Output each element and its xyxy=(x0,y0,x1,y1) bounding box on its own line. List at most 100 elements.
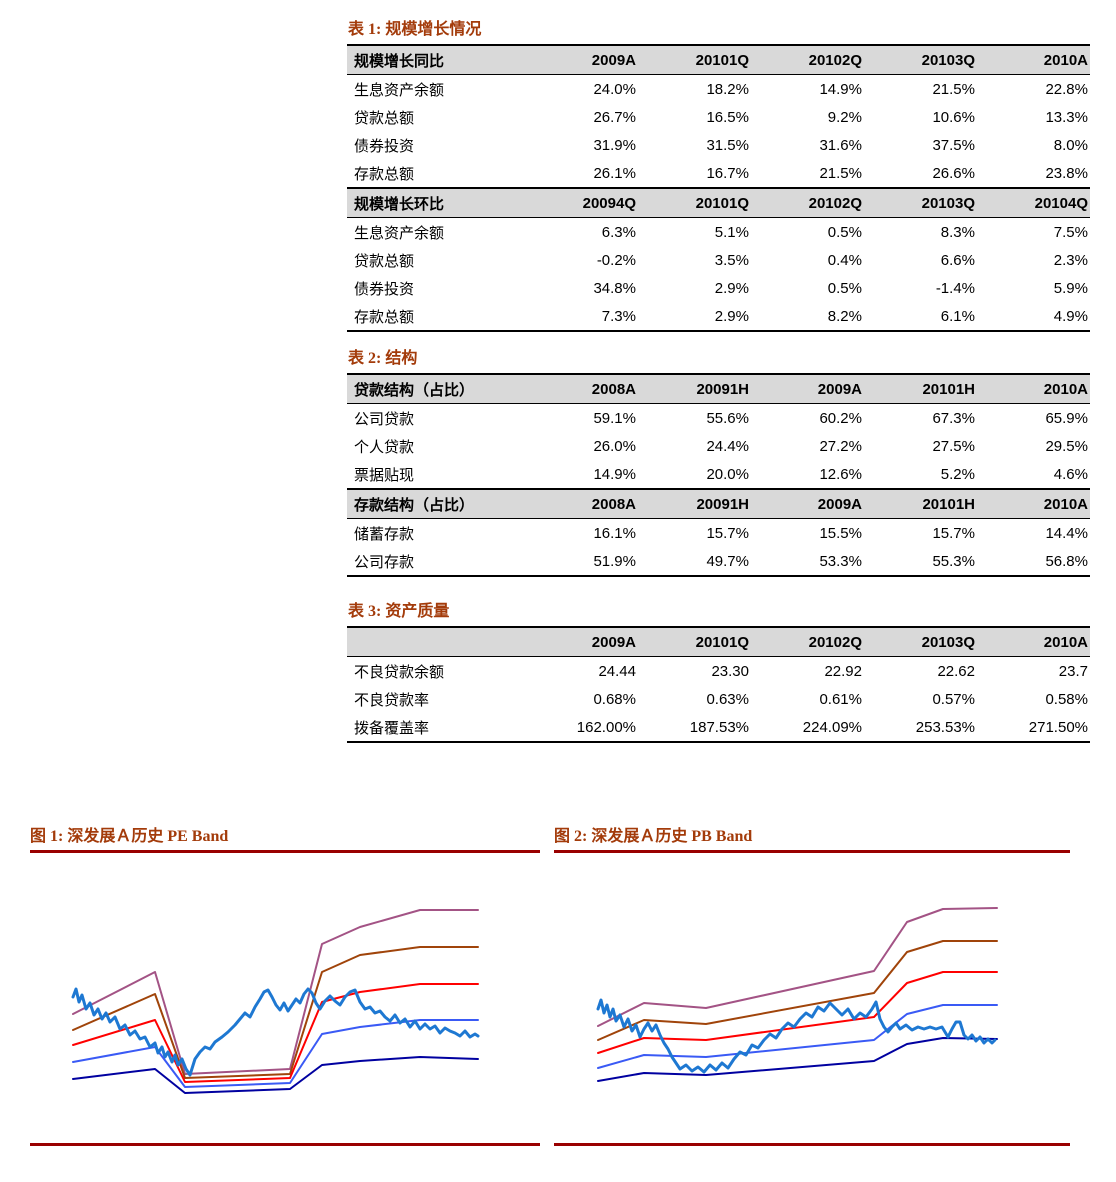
table-row: 债券投资 31.9% 31.5% 31.6% 37.5% 8.0% xyxy=(347,131,1090,159)
value-cell: 16.7% xyxy=(706,164,749,182)
value-cell: 271.50% xyxy=(1028,718,1088,736)
pe-band-upper-purple-line xyxy=(72,909,479,1075)
figure-bottom-rule xyxy=(30,1143,540,1146)
table-row: 生息资产余额 6.3% 5.1% 0.5% 8.3% 7.5% xyxy=(347,218,1090,247)
value-cell: 24.44 xyxy=(598,662,636,680)
data-table: 贷款结构（占比） 2008A 20091H 2009A 20101H 2010A 公司贷款 5… xyxy=(347,373,1090,577)
value-cell: 16.5% xyxy=(706,108,749,126)
table-row: 票据贴现 14.9% 20.0% 12.6% 5.2% 4.6% xyxy=(347,460,1090,489)
row-label-cell: 贷款总额 xyxy=(354,253,415,270)
value-cell: 0.5% xyxy=(827,279,862,297)
column-header-cell: 2010A xyxy=(1043,380,1088,398)
row-group-header-cell: 贷款结构（占比） xyxy=(354,382,475,399)
column-header-cell: 20103Q xyxy=(921,51,975,69)
row-label-cell: 个人贷款 xyxy=(354,439,415,456)
value-cell: 29.5% xyxy=(1045,437,1088,455)
value-cell: 49.7% xyxy=(706,552,749,570)
row-group-header-cell: 规模增长环比 xyxy=(354,196,445,213)
column-header-cell: 2008A xyxy=(591,495,636,513)
column-header-cell: 2010A xyxy=(1043,51,1088,69)
value-cell: -0.2% xyxy=(596,251,636,269)
value-cell: 23.8% xyxy=(1045,164,1088,182)
value-cell: 12.6% xyxy=(819,465,862,483)
column-header-cell: 20101H xyxy=(922,495,975,513)
table-block-scale-growth: 表 1: 规模增长情况 规模增长同比 2009A 20101Q 20102Q 20103… xyxy=(347,20,1090,332)
pb-band-brown-line xyxy=(597,940,998,1041)
value-cell: 14.9% xyxy=(593,465,636,483)
table-row: 贷款总额 -0.2% 3.5% 0.4% 6.6% 2.3% xyxy=(347,246,1090,274)
figure-block-pe-band: 图 1: 深发展Ａ历史 PE Band xyxy=(30,826,540,1146)
value-cell: 253.53% xyxy=(915,718,975,736)
value-cell: 5.9% xyxy=(1053,279,1088,297)
value-cell: 26.1% xyxy=(593,164,636,182)
value-cell: 0.4% xyxy=(827,251,862,269)
value-cell: 0.61% xyxy=(819,690,862,708)
pe-band-blue-line xyxy=(72,1019,479,1088)
value-cell: 24.4% xyxy=(706,437,749,455)
value-cell: 4.9% xyxy=(1053,307,1088,325)
value-cell: 23.7 xyxy=(1058,662,1088,680)
table-row: 个人贷款 26.0% 24.4% 27.2% 27.5% 29.5% xyxy=(347,432,1090,460)
row-label-cell: 公司贷款 xyxy=(354,411,415,428)
row-label-cell: 债券投资 xyxy=(354,281,415,298)
value-cell: 5.2% xyxy=(940,465,975,483)
value-cell: 9.2% xyxy=(827,108,862,126)
figure-block-pb-band: 图 2: 深发展Ａ历史 PB Band xyxy=(554,826,1070,1146)
table-block-structure: 表 2: 结构 贷款结构（占比） 2008A 20091H 2009A 20101H 20… xyxy=(347,349,1090,577)
value-cell: 18.2% xyxy=(706,80,749,98)
pe-band-brown-line xyxy=(72,946,479,1079)
value-cell: 4.6% xyxy=(1053,465,1088,483)
value-cell: 60.2% xyxy=(819,409,862,427)
pe-band-chart xyxy=(30,853,540,1143)
row-label-cell: 存款总额 xyxy=(354,166,415,183)
row-label-cell: 公司存款 xyxy=(354,554,415,571)
table-section-header-row: 规模增长环比 20094Q 20101Q 20102Q 20103Q 20104Q xyxy=(347,188,1090,218)
row-label-cell: 不良贷款余额 xyxy=(354,664,445,681)
table-row: 债券投资 34.8% 2.9% 0.5% -1.4% 5.9% xyxy=(347,274,1090,302)
pb-band-chart xyxy=(554,853,1070,1143)
column-header-cell: 20102Q xyxy=(808,194,862,212)
value-cell: 27.2% xyxy=(819,437,862,455)
column-header-cell: 20101Q xyxy=(695,51,749,69)
value-cell: 6.1% xyxy=(940,307,975,325)
value-cell: 0.63% xyxy=(706,690,749,708)
value-cell: 0.68% xyxy=(593,690,636,708)
value-cell: 7.3% xyxy=(601,307,636,325)
value-cell: 22.92 xyxy=(824,662,862,680)
value-cell: 8.0% xyxy=(1053,136,1088,154)
pe-band-lower-navy-line xyxy=(72,1056,479,1094)
column-header-cell: 2010A xyxy=(1043,633,1088,651)
value-cell: 65.9% xyxy=(1045,409,1088,427)
value-cell: 6.6% xyxy=(940,251,975,269)
table-block-asset-quality: 表 3: 资产质量 2009A 20101Q 20102Q 20103Q 2010A 不良… xyxy=(347,602,1090,743)
value-cell: 162.00% xyxy=(576,718,636,736)
table-row: 存款总额 7.3% 2.9% 8.2% 6.1% 4.9% xyxy=(347,302,1090,331)
row-label-cell: 生息资产余额 xyxy=(354,225,445,242)
row-label-cell: 拨备覆盖率 xyxy=(354,720,430,737)
pb-band-lower-navy-line xyxy=(597,1037,998,1082)
table-row: 公司存款 51.9% 49.7% 53.3% 55.3% 56.8% xyxy=(347,547,1090,576)
figure-title: 图 2: 深发展Ａ历史 PB Band xyxy=(554,826,1070,853)
value-cell: 53.3% xyxy=(819,552,862,570)
pb-band-blue-line xyxy=(597,1004,998,1069)
table-row: 拨备覆盖率 162.00% 187.53% 224.09% 253.53% 271.50% xyxy=(347,713,1090,742)
value-cell: 23.30 xyxy=(711,662,749,680)
table-row: 存款总额 26.1% 16.7% 21.5% 26.6% 23.8% xyxy=(347,159,1090,188)
column-header-cell: 20103Q xyxy=(921,633,975,651)
value-cell: 21.5% xyxy=(819,164,862,182)
value-cell: 26.0% xyxy=(593,437,636,455)
value-cell: 37.5% xyxy=(932,136,975,154)
value-cell: 0.58% xyxy=(1045,690,1088,708)
column-header-cell: 20102Q xyxy=(808,633,862,651)
table-row: 储蓄存款 16.1% 15.7% 15.5% 15.7% 14.4% xyxy=(347,519,1090,548)
column-header-cell: 2009A xyxy=(817,380,862,398)
share-price-line xyxy=(71,987,480,1077)
column-header-cell: 2009A xyxy=(591,633,636,651)
column-header-cell: 20091H xyxy=(696,380,749,398)
value-cell: 22.8% xyxy=(1045,80,1088,98)
value-cell: 59.1% xyxy=(593,409,636,427)
value-cell: 0.57% xyxy=(932,690,975,708)
column-header-cell: 20101H xyxy=(922,380,975,398)
value-cell: 24.0% xyxy=(593,80,636,98)
value-cell: 6.3% xyxy=(601,223,636,241)
